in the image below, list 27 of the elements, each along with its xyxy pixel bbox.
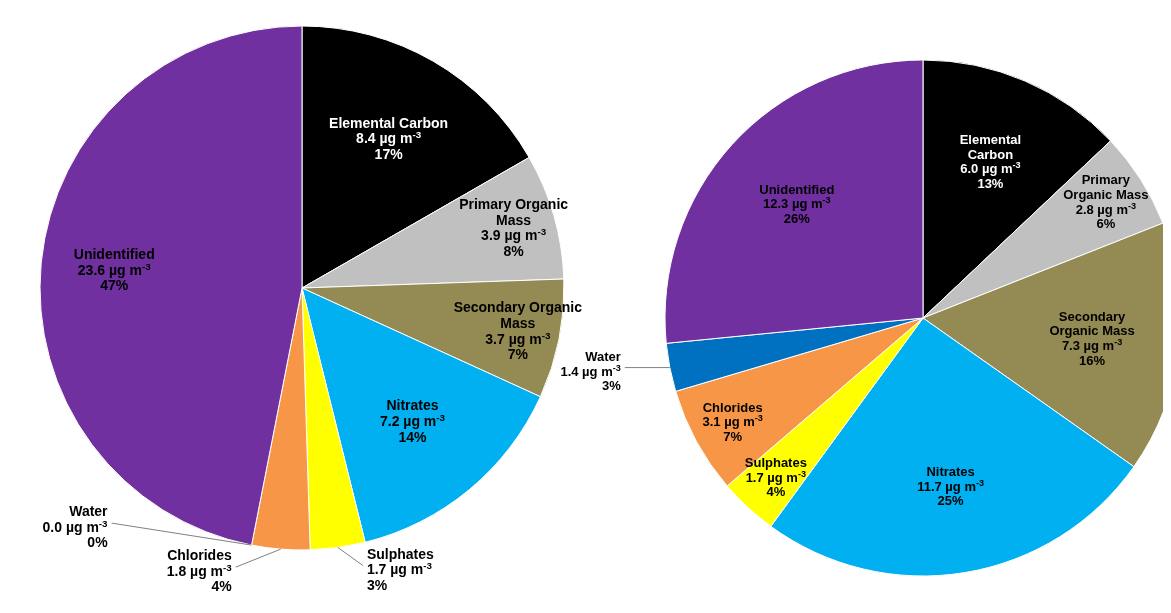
slice-label: Chlorides [167, 547, 232, 564]
slice-label: Nitrates [926, 464, 975, 480]
slice-label: Elemental Carbon [329, 114, 449, 131]
text: 12.3 µg m$^{-3}$ 26% [763, 195, 831, 226]
data-label: 7.3 µg m$^{-3}$ 16% [1061, 337, 1123, 368]
slice-label: Chlorides [702, 399, 763, 415]
text: 11.7 µg m$^{-3}$ 25% [917, 477, 985, 509]
data-label: 6.0 µg m$^{-3}$ 13% [960, 160, 1021, 192]
text: 3.9 µg m$^{-3}$ 8% [481, 225, 547, 260]
text: 3.1 µg m$^{-3}$ 7% [702, 413, 763, 444]
text: 23.6 µg m$^{-3}$ 47% [77, 260, 151, 294]
slice-label: Unidentified [73, 245, 155, 262]
data-label: 7.2 µg m$^{-3}$ 14% [379, 411, 446, 445]
slice-label: Water [585, 349, 621, 365]
data-label: 1.8 µg m$^{-3}$ 4% [166, 561, 233, 595]
slice-label: Sulphates [366, 545, 434, 562]
text: 0.0 µg m$^{-3}$ 0% [42, 517, 108, 551]
slice-label: Primary Organic Mass [1063, 172, 1149, 202]
slice-label: Nitrates [386, 397, 439, 414]
slice-label: Primary Organic Mass [459, 196, 569, 228]
category-label: Water [69, 503, 108, 520]
text: 3.7 µg m$^{-3}$ 7% [485, 329, 551, 363]
slice-label: Secondary Organic Mass [1049, 308, 1135, 339]
slice-label: Unidentified [759, 181, 835, 197]
data-label: 8.4 µg m$^{-3}$ 17% [356, 128, 422, 162]
slice-label: Elemental Carbon [959, 132, 1022, 162]
data-label: 1.4 µg m$^{-3}$ 3% [560, 362, 622, 394]
